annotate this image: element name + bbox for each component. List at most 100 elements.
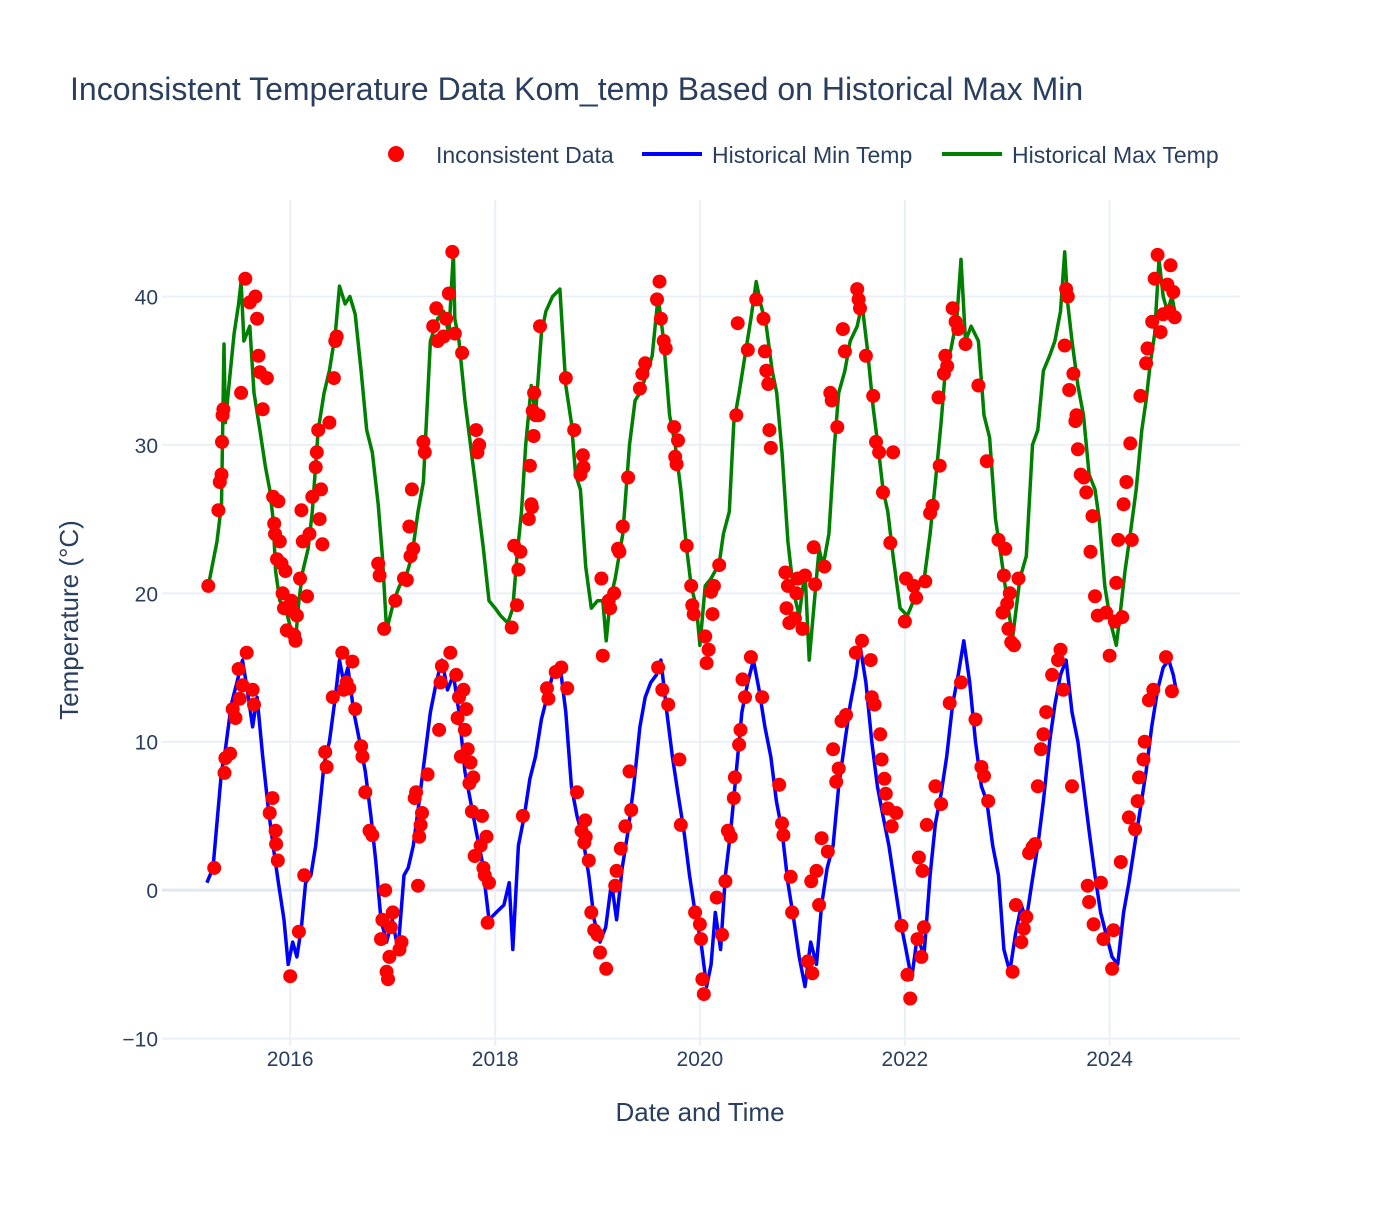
inconsistent-data-point[interactable] bbox=[820, 844, 835, 859]
legend-item-inconsistent[interactable]: Inconsistent Data bbox=[388, 142, 614, 168]
inconsistent-data-point[interactable] bbox=[1119, 475, 1134, 489]
inconsistent-data-point[interactable] bbox=[250, 311, 265, 326]
inconsistent-data-point[interactable] bbox=[278, 564, 293, 579]
inconsistent-data-point[interactable] bbox=[1083, 544, 1098, 559]
inconsistent-data-point[interactable] bbox=[1036, 727, 1051, 742]
inconsistent-data-point[interactable] bbox=[510, 598, 524, 613]
inconsistent-data-point[interactable] bbox=[314, 482, 328, 497]
inconsistent-data-point[interactable] bbox=[709, 890, 724, 905]
inconsistent-data-point[interactable] bbox=[576, 460, 591, 475]
inconsistent-data-point[interactable] bbox=[526, 429, 541, 443]
inconsistent-data-point[interactable] bbox=[288, 633, 303, 648]
inconsistent-data-point[interactable] bbox=[800, 954, 815, 969]
inconsistent-data-point[interactable] bbox=[603, 601, 618, 616]
inconsistent-data-point[interactable] bbox=[265, 791, 280, 806]
inconsistent-data-point[interactable] bbox=[315, 537, 330, 552]
inconsistent-data-point[interactable] bbox=[695, 972, 710, 987]
inconsistent-data-point[interactable] bbox=[466, 770, 481, 785]
inconsistent-data-point[interactable] bbox=[413, 817, 428, 832]
inconsistent-data-point[interactable] bbox=[404, 482, 419, 497]
inconsistent-data-point[interactable] bbox=[694, 932, 708, 947]
inconsistent-data-point[interactable] bbox=[732, 737, 747, 752]
inconsistent-data-point[interactable] bbox=[533, 319, 547, 334]
inconsistent-data-point[interactable] bbox=[1011, 571, 1026, 586]
inconsistent-data-point[interactable] bbox=[757, 344, 772, 359]
inconsistent-data-point[interactable] bbox=[932, 458, 947, 473]
inconsistent-data-point[interactable] bbox=[399, 573, 414, 587]
inconsistent-data-point[interactable] bbox=[615, 519, 630, 534]
inconsistent-data-point[interactable] bbox=[302, 526, 317, 541]
inconsistent-data-point[interactable] bbox=[1045, 667, 1060, 682]
inconsistent-data-point[interactable] bbox=[270, 853, 285, 868]
inconsistent-data-point[interactable] bbox=[1150, 247, 1165, 262]
inconsistent-data-point[interactable] bbox=[342, 681, 357, 696]
inconsistent-data-point[interactable] bbox=[1130, 794, 1145, 809]
inconsistent-data-point[interactable] bbox=[951, 322, 966, 337]
inconsistent-data-point[interactable] bbox=[785, 905, 800, 920]
inconsistent-data-point[interactable] bbox=[1014, 935, 1029, 950]
inconsistent-data-point[interactable] bbox=[1008, 898, 1023, 912]
inconsistent-data-point[interactable] bbox=[377, 621, 392, 636]
inconsistent-data-point[interactable] bbox=[590, 927, 605, 942]
inconsistent-data-point[interactable] bbox=[524, 500, 539, 515]
inconsistent-data-point[interactable] bbox=[1057, 338, 1072, 353]
inconsistent-data-point[interactable] bbox=[358, 785, 373, 800]
inconsistent-data-point[interactable] bbox=[653, 311, 668, 326]
inconsistent-data-point[interactable] bbox=[581, 853, 596, 868]
inconsistent-data-point[interactable] bbox=[916, 920, 931, 935]
inconsistent-data-point[interactable] bbox=[607, 586, 622, 601]
inconsistent-data-point[interactable] bbox=[776, 828, 791, 843]
inconsistent-data-point[interactable] bbox=[417, 445, 432, 460]
inconsistent-data-point[interactable] bbox=[216, 402, 231, 417]
inconsistent-data-point[interactable] bbox=[415, 806, 429, 820]
inconsistent-data-point[interactable] bbox=[762, 423, 777, 438]
inconsistent-data-point[interactable] bbox=[883, 535, 898, 550]
inconsistent-data-point[interactable] bbox=[469, 423, 484, 438]
inconsistent-data-point[interactable] bbox=[433, 675, 448, 690]
inconsistent-data-point[interactable] bbox=[388, 593, 403, 608]
inconsistent-data-point[interactable] bbox=[228, 711, 243, 725]
legend-item-max-temp[interactable]: Historical Max Temp bbox=[942, 142, 1219, 168]
inconsistent-data-point[interactable] bbox=[289, 608, 304, 623]
inconsistent-data-point[interactable] bbox=[925, 498, 940, 513]
inconsistent-data-point[interactable] bbox=[434, 659, 449, 673]
inconsistent-data-point[interactable] bbox=[814, 831, 829, 846]
inconsistent-data-point[interactable] bbox=[798, 568, 812, 583]
inconsistent-data-point[interactable] bbox=[1124, 532, 1139, 547]
inconsistent-data-point[interactable] bbox=[931, 390, 946, 405]
inconsistent-data-point[interactable] bbox=[863, 653, 878, 668]
inconsistent-data-point[interactable] bbox=[858, 348, 873, 363]
inconsistent-data-point[interactable] bbox=[283, 969, 298, 984]
inconsistent-data-point[interactable] bbox=[355, 749, 370, 764]
inconsistent-data-point[interactable] bbox=[371, 556, 386, 571]
inconsistent-data-point[interactable] bbox=[850, 282, 865, 297]
inconsistent-data-point[interactable] bbox=[779, 601, 794, 616]
inconsistent-data-point[interactable] bbox=[787, 611, 802, 626]
inconsistent-data-point[interactable] bbox=[540, 681, 554, 696]
inconsistent-data-point[interactable] bbox=[873, 727, 888, 742]
inconsistent-data-point[interactable] bbox=[919, 817, 934, 832]
inconsistent-data-point[interactable] bbox=[455, 345, 470, 360]
inconsistent-data-point[interactable] bbox=[655, 682, 670, 697]
inconsistent-data-point[interactable] bbox=[272, 534, 287, 549]
inconsistent-data-point[interactable] bbox=[1080, 878, 1095, 893]
inconsistent-data-point[interactable] bbox=[968, 712, 983, 727]
inconsistent-data-point[interactable] bbox=[783, 869, 798, 884]
inconsistent-data-point[interactable] bbox=[1099, 605, 1114, 620]
inconsistent-data-point[interactable] bbox=[906, 578, 921, 593]
inconsistent-data-point[interactable] bbox=[958, 337, 973, 351]
inconsistent-data-point[interactable] bbox=[876, 485, 890, 500]
inconsistent-data-point[interactable] bbox=[855, 633, 869, 648]
inconsistent-data-point[interactable] bbox=[381, 972, 395, 987]
inconsistent-data-point[interactable] bbox=[460, 742, 475, 757]
inconsistent-data-point[interactable] bbox=[884, 819, 899, 834]
inconsistent-data-point[interactable] bbox=[262, 806, 277, 820]
inconsistent-data-point[interactable] bbox=[618, 819, 633, 834]
inconsistent-data-point[interactable] bbox=[755, 690, 770, 705]
inconsistent-data-point[interactable] bbox=[345, 654, 360, 669]
inconsistent-data-point[interactable] bbox=[322, 415, 337, 430]
inconsistent-data-point[interactable] bbox=[613, 841, 628, 856]
inconsistent-data-point[interactable] bbox=[409, 785, 424, 800]
inconsistent-data-point[interactable] bbox=[684, 578, 699, 593]
inconsistent-data-point[interactable] bbox=[429, 301, 444, 316]
